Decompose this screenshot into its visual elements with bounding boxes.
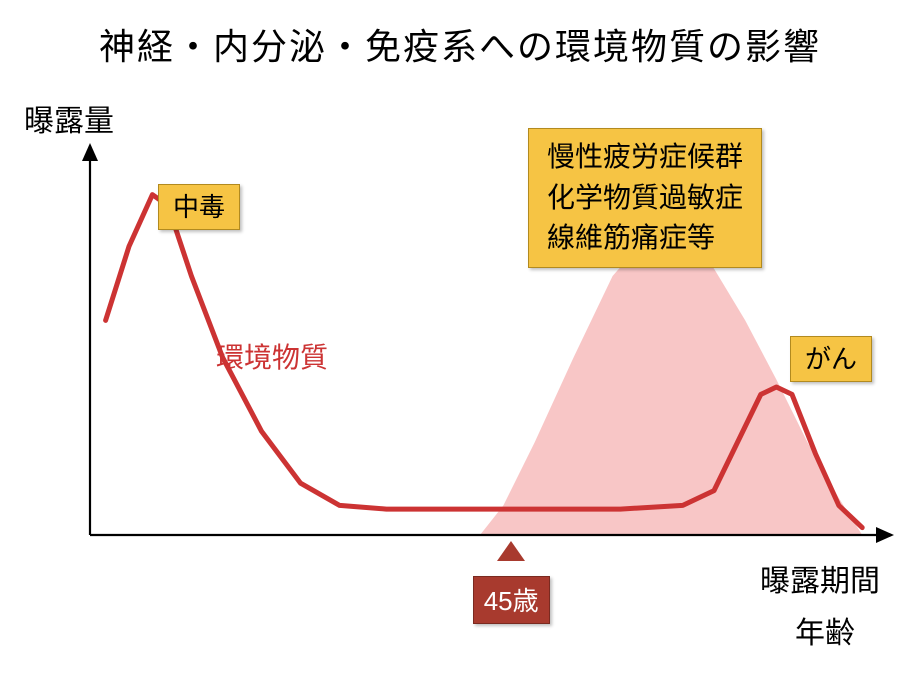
series-label: 環境物質: [216, 336, 328, 376]
diseases-line1: 慢性疲労症候群: [547, 137, 743, 178]
x-axis-label-line2: 年齢: [795, 608, 855, 652]
callout-peak2: がん: [790, 336, 872, 382]
age-marker: 45歳: [473, 576, 550, 624]
area-series: [480, 232, 862, 535]
callout-peak1: 中毒: [158, 184, 240, 230]
marker-pointer: [497, 541, 525, 561]
diseases-line2: 化学物質過敏症: [547, 178, 743, 219]
y-axis-arrow: [82, 143, 98, 161]
diseases-line3: 線維筋痛症等: [547, 218, 743, 259]
diseases-box: 慢性疲労症候群 化学物質過敏症 線維筋痛症等: [528, 128, 762, 268]
x-axis-label-line1: 曝露期間: [760, 556, 880, 600]
x-axis-arrow: [876, 527, 894, 543]
